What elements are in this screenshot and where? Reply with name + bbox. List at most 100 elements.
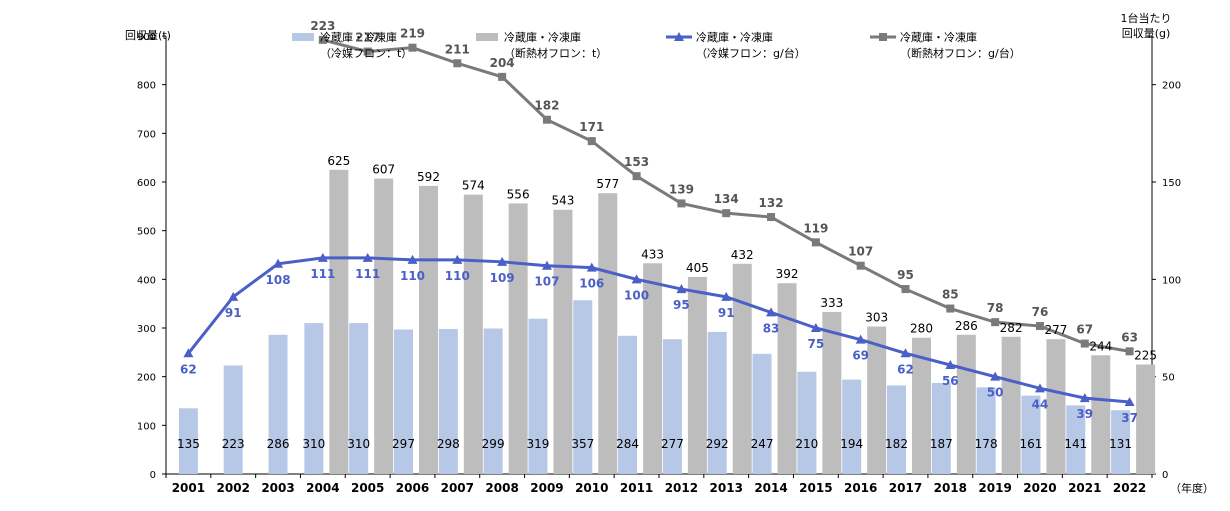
bar-label-refrigerant-t: 141 — [1064, 437, 1087, 451]
bar-label-refrigerant-t: 223 — [222, 437, 245, 451]
refrigerant-per-unit-marker — [317, 252, 328, 262]
refrigerant-per-unit-marker — [631, 274, 642, 284]
y-left-tick-label: 100 — [137, 421, 156, 432]
y-right-tick-label: 0 — [1162, 470, 1168, 481]
refrigerant-per-unit-label: 39 — [1076, 407, 1093, 421]
bar-label-insulation-t: 556 — [507, 187, 530, 201]
refrigerant-per-unit-label: 62 — [897, 362, 914, 376]
refrigerant-per-unit-marker — [228, 291, 239, 301]
bar-refrigerant-t — [223, 365, 243, 474]
bar-insulation-t — [643, 263, 663, 474]
insulation-per-unit-marker — [453, 59, 462, 68]
bar-label-insulation-t: 392 — [776, 267, 799, 281]
x-tick-label: 2004 — [306, 481, 339, 495]
insulation-per-unit-marker — [1035, 322, 1044, 331]
bar-insulation-t — [956, 334, 976, 474]
bar-refrigerant-t — [931, 382, 951, 474]
x-tick-label: 2020 — [1023, 481, 1056, 495]
insulation-per-unit-marker — [587, 137, 596, 146]
x-tick-label: 2013 — [710, 481, 743, 495]
insulation-per-unit-marker — [498, 72, 507, 81]
y-right-tick-label: 50 — [1162, 373, 1175, 384]
bar-insulation-t — [732, 263, 752, 474]
y-right-tick-label: 100 — [1162, 275, 1181, 286]
bar-refrigerant-t — [349, 323, 369, 474]
legend-label: 冷蔵庫・冷凍庫 — [696, 30, 773, 44]
bar-label-insulation-t: 225 — [1134, 349, 1157, 363]
insulation-per-unit-label: 132 — [759, 196, 784, 210]
bar-insulation-t — [598, 193, 618, 474]
legend-label: （断熱材フロン：t） — [504, 46, 607, 60]
refrigerant-per-unit-label: 56 — [942, 374, 959, 388]
y-left-tick-label: 500 — [137, 227, 156, 238]
refrigerant-per-unit-line — [187, 256, 1130, 404]
bar-refrigerant-t — [268, 334, 288, 474]
bar-refrigerant-t — [178, 408, 198, 474]
legend-swatch — [292, 33, 314, 41]
y-left-tick-label: 200 — [137, 373, 156, 384]
legend-label: （冷媒フロン：g/台） — [696, 46, 806, 60]
refrigerant-per-unit-label: 75 — [808, 337, 825, 351]
bar-insulation-t — [463, 194, 483, 475]
x-tick-label: 2002 — [217, 481, 250, 495]
refrigerant-per-unit-marker — [452, 254, 463, 264]
y-right-tick-label: 200 — [1162, 81, 1181, 92]
insulation-per-unit-label: 204 — [490, 56, 515, 70]
insulation-per-unit-label: 139 — [669, 182, 694, 196]
bar-label-insulation-t: 577 — [596, 177, 619, 191]
refrigerant-per-unit-label: 108 — [266, 273, 291, 287]
x-tick-label: 2017 — [889, 481, 922, 495]
bar-refrigerant-t — [662, 339, 682, 474]
bar-refrigerant-t — [797, 371, 817, 474]
insulation-per-unit-marker — [363, 47, 372, 56]
bar-label-insulation-t: 282 — [1000, 321, 1023, 335]
insulation-per-unit-label: 78 — [987, 301, 1004, 315]
refrigerant-per-unit-marker — [676, 284, 687, 294]
bar-refrigerant-t — [304, 323, 324, 474]
insulation-per-unit-label: 67 — [1076, 323, 1093, 337]
bar-label-refrigerant-t: 194 — [840, 437, 863, 451]
refrigerant-per-unit-marker — [407, 254, 418, 264]
x-tick-label: 2019 — [978, 481, 1011, 495]
refrigerant-per-unit-marker — [990, 371, 1001, 381]
refrigerant-per-unit-marker — [810, 323, 821, 332]
refrigerant-per-unit-label: 69 — [852, 349, 869, 363]
y-right-tick-label: 150 — [1162, 178, 1181, 189]
bar-label-insulation-t: 244 — [1089, 339, 1112, 353]
bar-label-insulation-t: 286 — [955, 319, 978, 333]
bar-insulation-t — [1091, 355, 1111, 474]
refrigerant-per-unit-label: 110 — [400, 269, 425, 283]
legend: 冷蔵庫・冷凍庫 （冷媒フロン：t） 冷蔵庫・冷凍庫 （断熱材フロン：t） 冷蔵庫・冷凍庫… — [292, 30, 1021, 60]
axes: 0 100 200 300 400 500 600 700 800 900 0 50 100 150 200… — [125, 11, 1214, 495]
bar-refrigerant-t — [976, 387, 996, 474]
refrigerant-per-unit-marker — [855, 334, 866, 344]
y-left-axis-label: 回収量(t) — [125, 29, 171, 42]
y-left-tick-label: 700 — [137, 129, 156, 140]
bar-label-refrigerant-t: 310 — [302, 437, 325, 451]
insulation-per-unit-label: 95 — [897, 268, 914, 282]
refrigerant-per-unit-marker — [721, 291, 732, 301]
bar-insulation-t — [687, 276, 707, 474]
bar-label-refrigerant-t: 161 — [1020, 437, 1043, 451]
refrigerant-per-unit-label: 100 — [624, 288, 649, 302]
legend-label: 冷蔵庫・冷凍庫 — [320, 30, 397, 44]
bar-label-insulation-t: 625 — [327, 154, 350, 168]
y-left-tick-label: 900 — [137, 32, 156, 43]
insulation-per-unit-marker — [767, 213, 776, 222]
insulation-per-unit-marker — [408, 43, 417, 52]
y-left-tick-label: 800 — [137, 81, 156, 92]
bar-label-refrigerant-t: 178 — [975, 437, 998, 451]
x-tick-label: 2016 — [844, 481, 877, 495]
x-tick-label: 2015 — [799, 481, 832, 495]
insulation-per-unit-label: 76 — [1032, 305, 1049, 319]
bar-refrigerant-t — [1021, 395, 1041, 474]
refrigerant-per-unit-label: 106 — [579, 277, 604, 291]
x-tick-label: 2009 — [530, 481, 563, 495]
x-tick-label: 2003 — [261, 481, 294, 495]
bar-insulation-t — [1001, 336, 1021, 474]
refrigerant-per-unit-marker — [183, 348, 194, 358]
bar-label-insulation-t: 543 — [552, 194, 575, 208]
bar-insulation-t — [374, 178, 394, 475]
bar-label-insulation-t: 303 — [865, 311, 888, 325]
